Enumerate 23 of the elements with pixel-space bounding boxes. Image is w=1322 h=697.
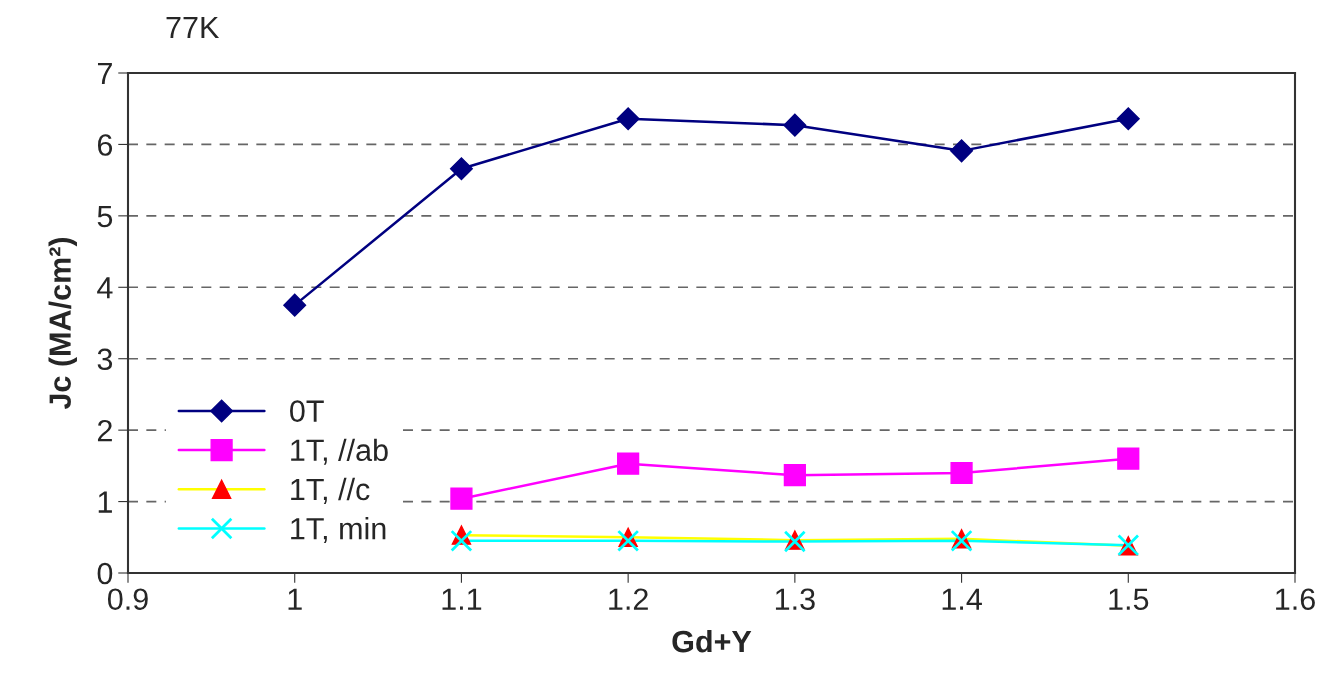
y-tick-label: 7 bbox=[97, 63, 112, 85]
x-tick-label: 1.1 bbox=[442, 588, 482, 610]
legend-label: 1T, //c bbox=[291, 477, 370, 504]
y-tick-label: 1 bbox=[98, 491, 112, 513]
chart-title: 77K bbox=[166, 16, 220, 38]
x-tick-label: 1.2 bbox=[609, 588, 648, 610]
x-tick-label: 1.4 bbox=[942, 588, 982, 610]
y-tick-label: 2 bbox=[97, 419, 112, 442]
y-tick-label: 6 bbox=[97, 134, 113, 156]
y-tick-label: 0 bbox=[97, 562, 113, 585]
legend-label: 0T bbox=[290, 400, 324, 422]
x-axis-title: Gd+Y bbox=[672, 629, 752, 653]
x-tick-label: 1.3 bbox=[775, 588, 815, 611]
y-tick-label: 5 bbox=[97, 205, 113, 228]
y-tick-label: 4 bbox=[97, 277, 113, 299]
x-tick-label: 1.5 bbox=[1109, 588, 1149, 611]
y-tick-label: 3 bbox=[97, 348, 113, 371]
legend-label: 1T, min bbox=[291, 517, 386, 544]
legend-label: 1T, //ab bbox=[291, 438, 388, 465]
x-tick-label: 1 bbox=[288, 588, 302, 610]
x-tick-label: 0.9 bbox=[107, 588, 148, 611]
x-tick-label: 1.6 bbox=[1276, 588, 1315, 611]
y-axis-title: Jc (MA/cm²) bbox=[48, 237, 77, 410]
